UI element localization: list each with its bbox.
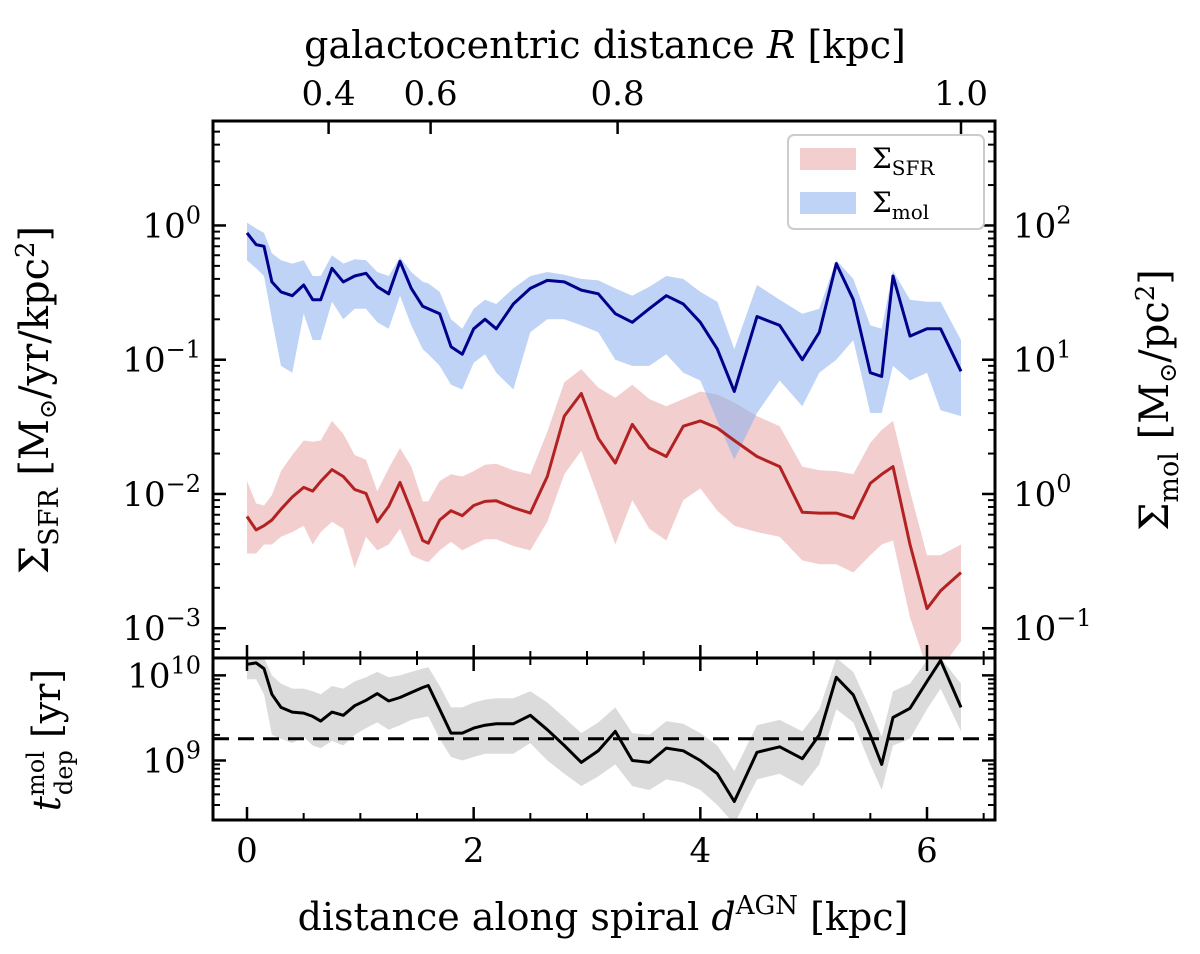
top-axis-label: galactocentric distance R [kpc]: [304, 23, 906, 67]
x-tick-label: 6: [916, 831, 938, 871]
bottom-panel: [213, 658, 995, 820]
x-tick-label: 0: [236, 831, 258, 871]
mol-line: [245, 231, 963, 393]
bottom-panel-plot-area: [213, 658, 995, 820]
right-tick-label: 102: [1013, 201, 1072, 246]
top-panel: [245, 222, 963, 658]
right-tick-label: 10−1: [1013, 604, 1092, 649]
legend-swatch-mol: [800, 192, 856, 214]
right-y-axis-label: Σmol [M⊙/pc2]: [1131, 269, 1185, 531]
sfr-line: [245, 392, 963, 611]
right-tick-label: 101: [1013, 336, 1072, 381]
left-tick-label: 10−2: [122, 470, 201, 515]
bottom-y-axis-label: tmoldep [yr]: [22, 669, 78, 812]
bottom-panel-frame: [211, 656, 997, 822]
legend-label-sfr: ΣSFR: [872, 142, 935, 180]
x-tick-label: 2: [463, 831, 485, 871]
top-panel-plot-area: [245, 222, 963, 658]
svg-text:tmoldep [yr]: tmoldep [yr]: [22, 669, 78, 812]
left-tick-label: 100: [142, 201, 201, 246]
tdep-line: [246, 658, 963, 803]
left-y-axis-label: ΣSFR [M⊙/yr/kpc2]: [11, 226, 65, 574]
svg-text:ΣSFR [M⊙/yr/kpc2]: ΣSFR [M⊙/yr/kpc2]: [11, 226, 65, 574]
left-tick-label: 10−3: [122, 604, 201, 649]
left-tick-label: 10−1: [122, 336, 201, 381]
top-axis-tick-label: 0.4: [302, 74, 356, 114]
sfr-uncertainty-band: [247, 369, 961, 658]
right-tick-label: 100: [1013, 470, 1072, 515]
top-axis-tick-label: 0.8: [591, 74, 645, 114]
bottom-tick-label: 1010: [127, 651, 201, 696]
axes: 100 10−1 10−2 10−3 102 101 100 10−1 1010 109 0 2 4 6 0…: [122, 74, 1091, 871]
svg-text:Σmol [M⊙/pc2]: Σmol [M⊙/pc2]: [1131, 269, 1185, 531]
top-axis-tick-label: 1.0: [934, 74, 988, 114]
top-axis-tick-label: 0.6: [404, 74, 458, 114]
legend-swatch-sfr: [800, 148, 856, 170]
mol-uncertainty-band: [247, 222, 961, 460]
x-axis-label: distance along spiral dAGN [kpc]: [298, 891, 909, 939]
legend: ΣSFR Σmol: [787, 134, 985, 230]
bottom-tick-label: 109: [142, 737, 201, 782]
x-tick-label: 4: [690, 831, 712, 871]
legend-label-mol: Σmol: [872, 186, 929, 224]
